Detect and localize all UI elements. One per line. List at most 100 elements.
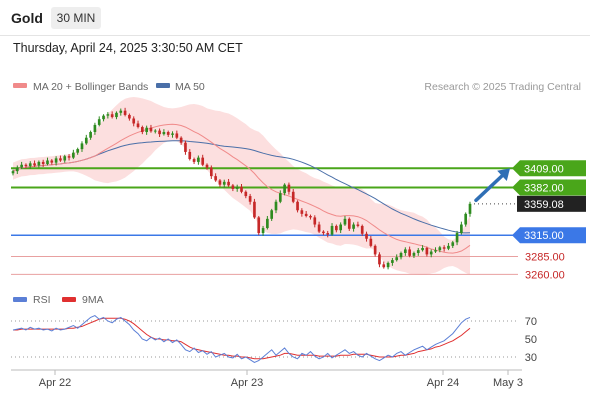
candle-body — [369, 238, 373, 246]
pivot-label-box — [512, 227, 586, 244]
resistance-label: 3409.00 — [524, 163, 564, 175]
ma20-legend-swatch — [13, 83, 27, 88]
candle-body — [386, 262, 390, 268]
candle-body — [179, 137, 183, 143]
candle-body — [218, 180, 222, 185]
top-bar: Gold 30 MIN — [0, 0, 590, 36]
candle-body — [222, 181, 226, 185]
last-price-label-box — [517, 195, 586, 212]
resistance-label-box — [512, 179, 586, 196]
candle-body — [309, 215, 312, 218]
x-tick-label: Apr 24 — [427, 377, 459, 389]
candle-body — [37, 161, 41, 166]
forecast-arrow-shaft — [474, 174, 504, 203]
candle-body — [59, 158, 62, 161]
candle-body — [287, 184, 291, 192]
moving-averages — [12, 123, 471, 254]
candle-body — [253, 201, 256, 218]
candle-body — [451, 242, 455, 246]
candle-body — [278, 193, 282, 202]
ma20-legend-label: MA 20 + Bollinger Bands — [33, 81, 148, 93]
candlesticks — [11, 107, 472, 270]
candle-body — [412, 252, 416, 256]
candle-body — [72, 152, 75, 158]
candle-body — [93, 124, 97, 133]
candle-body — [205, 164, 209, 168]
candle-body — [240, 186, 243, 192]
rsi-tick-label: 70 — [525, 316, 537, 328]
candle-body — [313, 217, 317, 225]
candle-body — [89, 132, 92, 138]
candle-body — [84, 137, 88, 144]
candle-body — [335, 225, 338, 231]
last-price-label: 3359.08 — [524, 199, 564, 211]
candle-body — [67, 156, 71, 158]
ma9-legend-label: 9MA — [82, 294, 104, 306]
candle-body — [214, 176, 217, 181]
support-label: 3285.00 — [525, 252, 565, 264]
candle-body — [429, 251, 433, 255]
candle-body — [339, 224, 342, 231]
forecast-arrow — [474, 168, 510, 203]
candle-body — [188, 151, 192, 160]
candle-body — [171, 133, 174, 135]
candle-body — [391, 260, 394, 263]
candle-body — [416, 250, 420, 253]
x-axis-ticks: Apr 22 Apr 23 Apr 24 May 3 — [39, 370, 523, 389]
candle-body — [145, 127, 148, 133]
candle-body — [343, 218, 347, 225]
candle-body — [80, 143, 84, 150]
candle-body — [110, 114, 114, 118]
candle-body — [266, 218, 269, 229]
candle-body — [421, 248, 424, 251]
candle-body — [63, 156, 67, 161]
chart-datetime: Thursday, April 24, 2025 3:30:50 AM CET — [13, 41, 243, 55]
candle-body — [201, 157, 205, 165]
resistance-label: 3382.00 — [524, 183, 564, 195]
candle-body — [128, 114, 131, 119]
candle-body — [352, 224, 355, 229]
pivot-label: 3315.00 — [524, 230, 564, 242]
candle-body — [300, 210, 304, 214]
candle-body — [347, 218, 351, 229]
x-tick-label: Apr 22 — [39, 377, 71, 389]
candle-body — [447, 245, 450, 249]
support-label: 3260.00 — [525, 269, 565, 281]
candle-body — [115, 112, 118, 118]
candle-body — [283, 184, 286, 194]
candle-body — [382, 264, 386, 268]
candle-body — [373, 245, 377, 255]
candle-body — [326, 233, 330, 235]
candle-body — [102, 115, 105, 120]
rsi-tick-label: 30 — [525, 352, 537, 364]
candle-body — [46, 160, 49, 165]
candle-body — [123, 110, 127, 115]
candle-body — [24, 164, 28, 167]
candle-body — [296, 201, 299, 211]
candle-body — [162, 132, 166, 135]
candle-body — [434, 250, 437, 252]
candle-body — [235, 186, 239, 189]
candle-body — [317, 224, 321, 232]
ma50-legend-label: MA 50 — [175, 81, 205, 93]
candle-body — [192, 159, 196, 162]
timeframe-selector[interactable]: 30 MIN — [51, 7, 101, 29]
candle-body — [395, 257, 399, 261]
candle-body — [261, 228, 265, 234]
candle-body — [11, 171, 15, 174]
rsi-legend-label: RSI — [33, 294, 51, 306]
candle-body — [149, 127, 153, 132]
candle-body — [403, 249, 407, 253]
rsi-panel: 70 50 30 — [11, 315, 537, 364]
candle-body — [54, 158, 58, 163]
forecast-arrow-head — [497, 168, 510, 181]
candle-body — [356, 224, 360, 226]
candle-body — [141, 127, 144, 133]
rsi-ma9-line — [13, 317, 471, 360]
header-divider — [0, 35, 590, 36]
candle-body — [455, 233, 459, 243]
candle-body — [166, 132, 170, 135]
candle-body — [41, 161, 45, 165]
instrument-title: Gold — [11, 10, 43, 26]
